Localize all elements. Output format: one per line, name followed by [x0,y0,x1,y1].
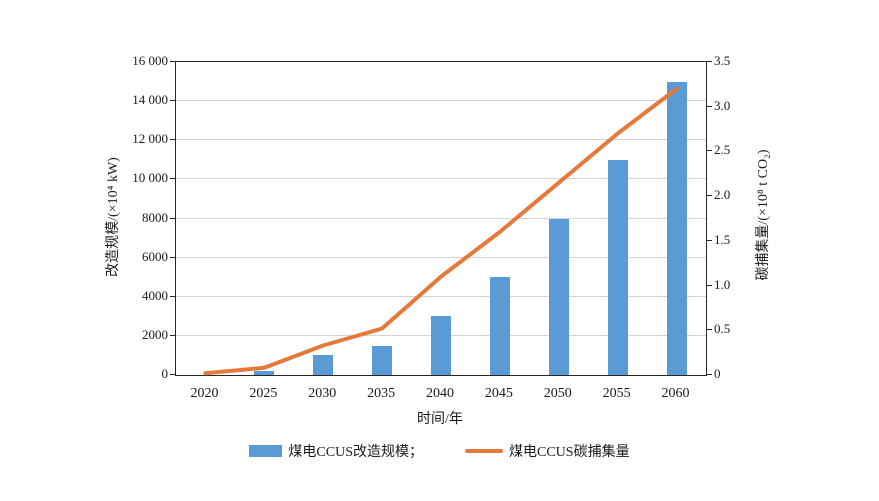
tick-mark [707,61,712,62]
bar [372,345,393,375]
legend-label: 煤电CCUS改造规模； [288,445,423,460]
y-tick-label-left: 10 000 [132,170,168,186]
x-tick-label: 2050 [543,386,572,401]
gridline [176,139,706,141]
bar [254,371,275,375]
bar [666,81,687,375]
x-tick-label: 2060 [661,386,690,401]
bar [607,159,628,375]
legend: 煤电CCUS改造规模； 煤电CCUS碳捕集量 [0,441,879,461]
y-tick-label-right: 2.5 [714,142,731,158]
y-tick-label-right: 2.0 [714,187,731,203]
y-tick-label-right: 3.5 [714,53,731,68]
x-tick-label: 2020 [190,386,219,401]
y-tick-label-right: 0.5 [714,321,731,337]
y-tick-label-left: 2000 [142,326,168,342]
legend-item: 煤电CCUS碳捕集量 [465,441,630,461]
y-tick-label-left: 12 000 [132,131,168,147]
gridline [176,256,706,258]
tick-mark [170,61,175,62]
tick-mark [170,295,175,297]
bar [431,316,451,375]
y-tick-label-left: 14 000 [132,92,168,108]
y-tick-label-right: 3.0 [714,97,731,113]
x-tick-label: 2030 [308,386,337,401]
tick-mark [707,329,712,331]
y-tick-label-left: 16 000 [132,53,168,68]
tick-mark [707,150,712,152]
gridline [176,100,706,102]
tick-mark [707,195,712,197]
y-tick-label-right: 1.0 [714,276,731,292]
y-tick-label-left: 4000 [142,287,168,303]
line-series-swatch-icon [465,449,503,453]
y-tick-label-right: 0 [714,366,721,381]
tick-mark [170,139,175,141]
x-tick-label: 2045 [484,386,513,401]
tick-mark [707,239,712,241]
tick-mark [707,105,712,107]
y-tick-label-left: 0 [161,366,169,381]
tick-mark [170,100,175,102]
tick-mark [707,374,712,375]
tick-mark [170,256,175,258]
tick-mark [170,374,175,375]
gridline [176,295,706,297]
right-axis-title: 碳捕集量/(×10⁸ t CO₂) [756,149,771,281]
bar-series-swatch-icon [249,445,283,457]
x-tick-label: 2040 [426,386,454,401]
tick-mark [170,217,175,219]
bar [489,277,510,375]
tick-mark [170,334,175,336]
x-tick-label: 2025 [249,386,278,401]
tick-mark [170,178,175,180]
bar [313,355,334,375]
y-tick-label-left: 8000 [142,209,168,225]
bar [548,218,569,375]
tick-mark [707,284,712,286]
x-tick-label: 2055 [602,386,631,401]
gridline [176,217,706,219]
plot-area [175,61,707,376]
legend-label: 煤电CCUS碳捕集量 [509,445,630,460]
gridline [176,178,706,180]
line-series [203,86,679,376]
y-tick-label-right: 1.5 [714,231,731,247]
x-axis-title: 时间/年 [417,412,463,427]
legend-item: 煤电CCUS改造规模； [249,441,423,461]
x-tick-label: 2035 [367,386,396,401]
y-tick-label-left: 6000 [142,248,168,264]
